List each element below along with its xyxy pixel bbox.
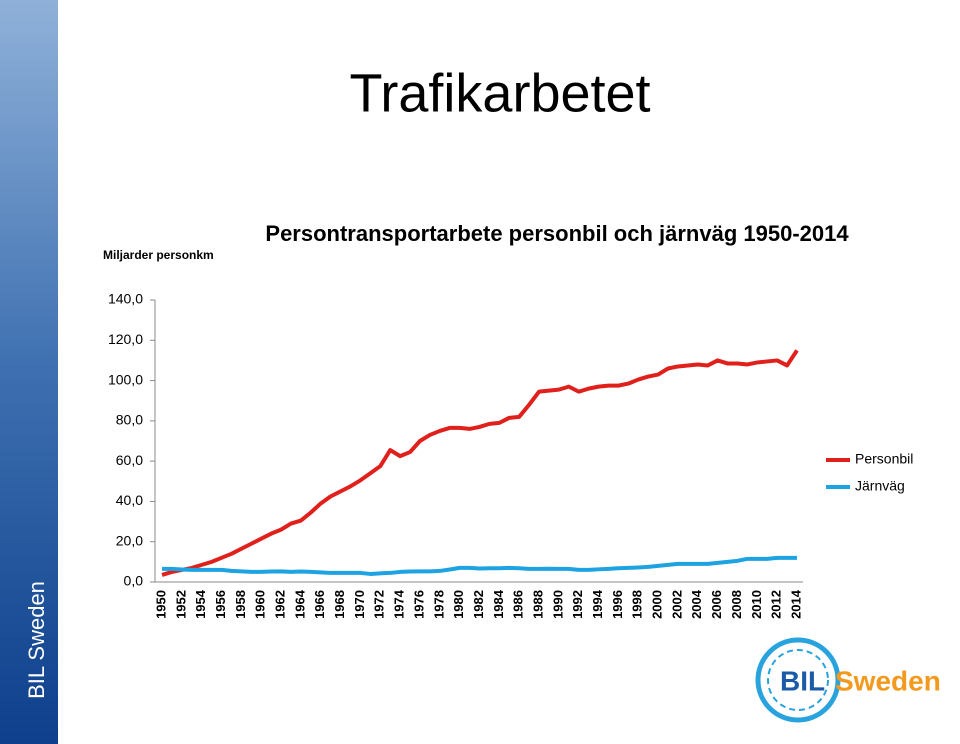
x-tick-label: 1992 (570, 590, 585, 619)
logo-wheel (767, 649, 829, 711)
x-tick-label: 1958 (233, 590, 248, 619)
y-tick-label: 20,0 (116, 532, 143, 548)
x-tick-label: 1972 (372, 590, 387, 619)
logo: BIL Sweden (755, 637, 941, 723)
x-tick-label: 2000 (650, 590, 665, 619)
chart-title: Persontransportarbete personbil och järn… (265, 221, 849, 246)
y-tick-label: 100,0 (108, 371, 143, 387)
x-tick-label: 1960 (253, 590, 268, 619)
x-tick-label: 1980 (451, 590, 466, 619)
x-tick-label: 1982 (471, 590, 486, 619)
x-tick-label: 2012 (769, 590, 784, 619)
x-tick-label: 2006 (709, 590, 724, 619)
y-label: Miljarder personkm (103, 248, 214, 262)
y-tick-label: 80,0 (116, 412, 143, 428)
y-tick-label: 140,0 (108, 291, 143, 307)
x-tick-label: 2004 (689, 589, 704, 619)
logo-text: BIL (780, 665, 825, 696)
x-tick-label: 1962 (273, 590, 288, 619)
x-tick-label: 1998 (630, 590, 645, 619)
legend-label: Personbil (855, 451, 913, 467)
slide-title: Trafikarbetet (349, 63, 650, 123)
x-tick-label: 2002 (669, 590, 684, 619)
x-tick-label: 2008 (729, 590, 744, 619)
x-tick-label: 1990 (550, 590, 565, 619)
y-tick-label: 60,0 (116, 452, 143, 468)
x-tick-label: 1950 (153, 590, 168, 619)
x-tick-label: 1988 (530, 590, 545, 619)
x-tick-label: 1970 (352, 590, 367, 619)
y-tick-label: 120,0 (108, 331, 143, 347)
x-tick-label: 1984 (491, 589, 506, 619)
logo-ring (755, 637, 841, 723)
legend-label: Järnväg (855, 478, 905, 494)
x-tick-label: 2014 (788, 589, 803, 619)
x-tick-label: 1956 (213, 590, 228, 619)
x-tick-label: 1986 (511, 590, 526, 619)
sidebar-text: BIL Sweden (24, 581, 49, 699)
x-tick-label: 1996 (610, 590, 625, 619)
x-tick-label: 2010 (749, 590, 764, 619)
series-line (162, 555, 797, 576)
x-tick-label: 1964 (292, 589, 307, 619)
sidebar (0, 0, 58, 744)
x-tick-label: 1966 (312, 590, 327, 619)
x-tick-label: 1974 (392, 589, 407, 619)
y-tick-label: 40,0 (116, 492, 143, 508)
x-tick-label: 1968 (332, 590, 347, 619)
x-tick-label: 1954 (193, 589, 208, 619)
x-tick-label: 1976 (411, 590, 426, 619)
y-tick-label: 0,0 (124, 573, 144, 589)
x-tick-label: 1952 (173, 590, 188, 619)
x-tick-label: 1978 (431, 590, 446, 619)
logo-text: Sweden (835, 665, 941, 696)
series-line (161, 349, 799, 577)
x-tick-label: 1994 (590, 589, 605, 619)
